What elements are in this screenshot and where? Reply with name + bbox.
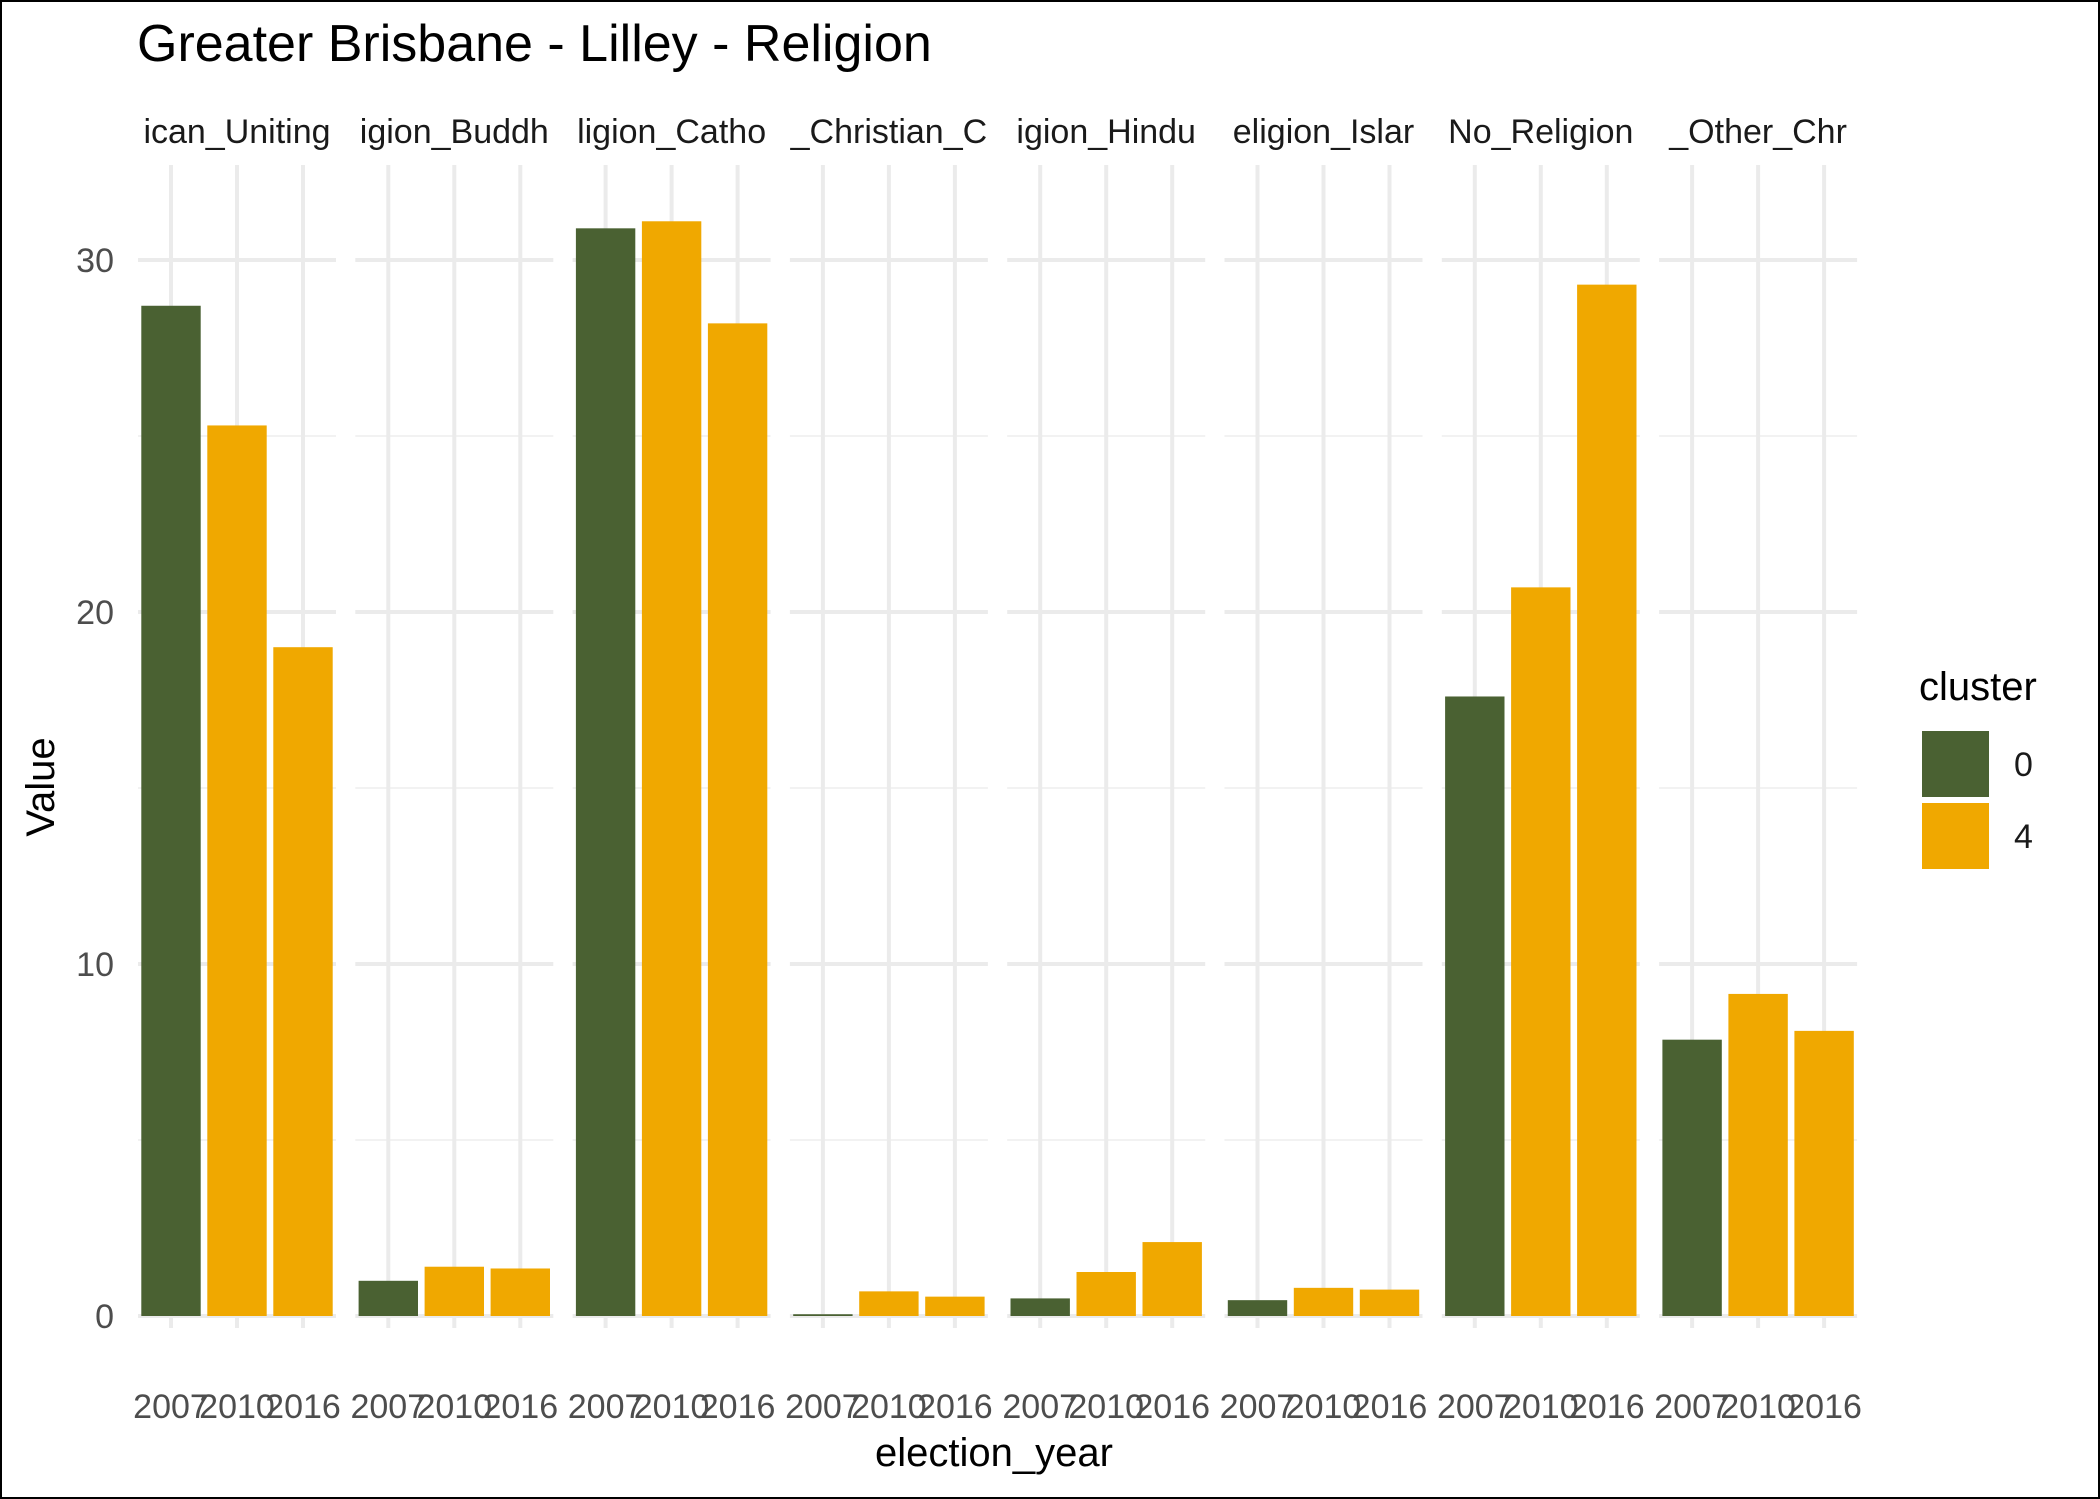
legend-title: cluster xyxy=(1919,665,2037,709)
bar-3-2010 xyxy=(641,221,702,1316)
x-tick-label: 2016 xyxy=(917,1388,993,1426)
bar-2-2007 xyxy=(358,1280,418,1316)
bar-7-2010 xyxy=(1511,587,1571,1316)
bar-2-2016 xyxy=(490,1268,550,1316)
x-tick-label: 2010 xyxy=(1503,1388,1579,1426)
bar-4-2016 xyxy=(925,1296,985,1316)
legend-key-4 xyxy=(1922,803,1989,869)
x-tick-label: 2007 xyxy=(350,1388,426,1426)
legend-label-0: 0 xyxy=(2014,746,2033,784)
bar-6-2016 xyxy=(1359,1289,1420,1316)
bar-1-2007 xyxy=(141,305,201,1316)
strip-label: _Christian_C xyxy=(790,113,988,151)
x-tick-label: 2016 xyxy=(1134,1388,1210,1426)
x-tick-label: 2007 xyxy=(1437,1388,1513,1426)
x-tick-label: 2010 xyxy=(634,1388,710,1426)
chart-title: Greater Brisbane - Lilley - Religion xyxy=(137,15,932,73)
legend-label-4: 4 xyxy=(2014,818,2033,856)
bar-5-2007 xyxy=(1010,1298,1070,1316)
y-tick-label: 20 xyxy=(76,594,114,632)
strip-label: ligion_Catho xyxy=(577,113,766,151)
strip-label: _Other_Chr xyxy=(1668,113,1847,151)
bar-6-2010 xyxy=(1293,1287,1354,1316)
x-tick-label: 2007 xyxy=(568,1388,644,1426)
x-tick-label: 2010 xyxy=(1068,1388,1144,1426)
bar-1-2016 xyxy=(273,647,333,1316)
x-tick-label: 2007 xyxy=(133,1388,209,1426)
x-tick-label: 2010 xyxy=(199,1388,275,1426)
bar-8-2010 xyxy=(1728,993,1788,1316)
bar-2-2010 xyxy=(424,1266,484,1316)
bar-1-2010 xyxy=(207,425,267,1316)
x-tick-label: 2007 xyxy=(1654,1388,1730,1426)
y-tick-label: 0 xyxy=(95,1298,114,1336)
x-axis-title: election_year xyxy=(875,1431,1113,1475)
bar-4-2007 xyxy=(793,1314,853,1316)
bar-4-2010 xyxy=(859,1291,919,1316)
bar-3-2007 xyxy=(575,228,636,1316)
x-tick-label: 2010 xyxy=(1286,1388,1362,1426)
strip-label: eligion_Islar xyxy=(1233,113,1414,151)
bar-7-2016 xyxy=(1577,284,1637,1316)
strip-label: No_Religion xyxy=(1448,113,1633,151)
x-tick-label: 2010 xyxy=(1720,1388,1796,1426)
x-tick-label: 2016 xyxy=(265,1388,341,1426)
y-axis-title: Value xyxy=(19,737,63,836)
bar-8-2007 xyxy=(1662,1039,1722,1316)
legend-key-0 xyxy=(1922,731,1989,797)
y-tick-label: 10 xyxy=(76,946,114,984)
bar-5-2016 xyxy=(1142,1242,1202,1316)
bar-8-2016 xyxy=(1794,1030,1854,1316)
x-tick-label: 2010 xyxy=(416,1388,492,1426)
x-tick-label: 2016 xyxy=(1786,1388,1862,1426)
panels: ican_Uniting200720102016igion_Buddh20072… xyxy=(133,113,1862,1426)
x-tick-label: 2016 xyxy=(700,1388,776,1426)
legend: cluster 0 4 xyxy=(1919,665,2037,869)
x-tick-label: 2007 xyxy=(1220,1388,1296,1426)
x-tick-label: 2016 xyxy=(1352,1388,1428,1426)
bar-3-2016 xyxy=(707,323,768,1316)
strip-label: ican_Uniting xyxy=(143,113,330,151)
x-tick-label: 2016 xyxy=(1569,1388,1645,1426)
bar-7-2007 xyxy=(1445,696,1505,1316)
x-tick-label: 2007 xyxy=(1002,1388,1078,1426)
strip-label: igion_Buddh xyxy=(360,113,549,151)
y-tick-label: 30 xyxy=(76,242,114,280)
bar-5-2010 xyxy=(1076,1272,1136,1316)
x-tick-label: 2010 xyxy=(851,1388,927,1426)
x-tick-label: 2016 xyxy=(482,1388,558,1426)
strip-label: igion_Hindu xyxy=(1016,113,1196,151)
bar-6-2007 xyxy=(1227,1300,1288,1316)
y-axis: 0 10 20 30 xyxy=(76,242,114,1336)
x-tick-label: 2007 xyxy=(785,1388,861,1426)
